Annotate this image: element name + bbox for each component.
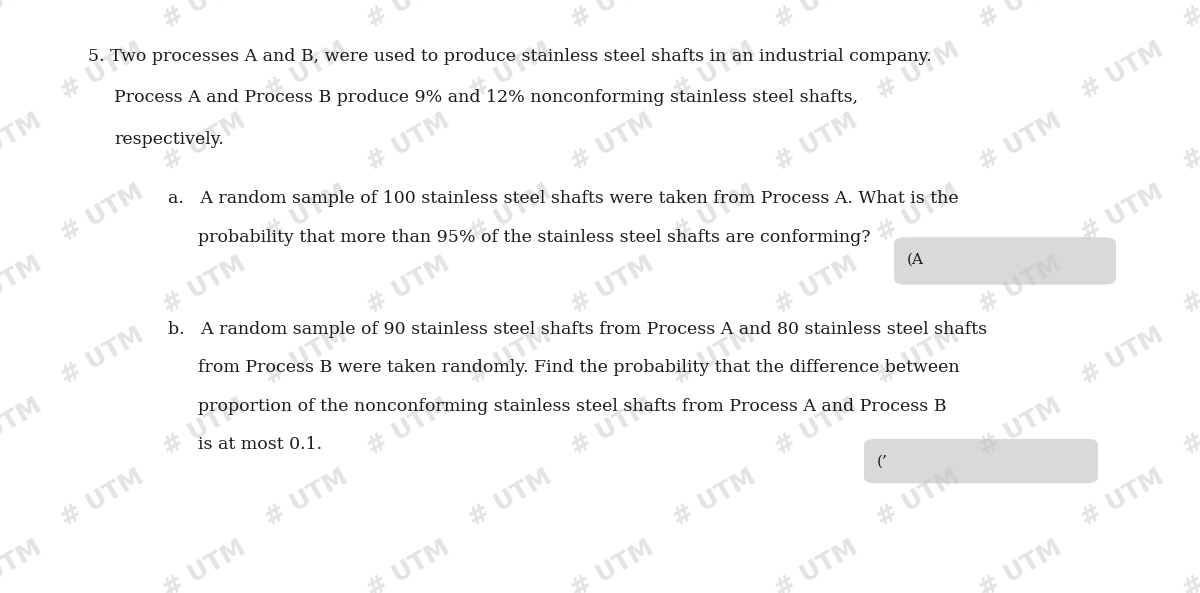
Text: # UTM: # UTM: [0, 0, 46, 33]
FancyBboxPatch shape: [864, 439, 1098, 483]
Text: # UTM: # UTM: [362, 394, 454, 460]
Text: # UTM: # UTM: [974, 109, 1066, 176]
Text: # UTM: # UTM: [260, 465, 352, 531]
Text: # UTM: # UTM: [770, 536, 862, 593]
Text: # UTM: # UTM: [1178, 394, 1200, 460]
Text: # UTM: # UTM: [1076, 323, 1168, 389]
Text: # UTM: # UTM: [1178, 109, 1200, 176]
Text: # UTM: # UTM: [1178, 251, 1200, 318]
Text: # UTM: # UTM: [362, 109, 454, 176]
Text: # UTM: # UTM: [872, 465, 964, 531]
Text: # UTM: # UTM: [668, 38, 760, 104]
Text: 5. Two processes A and B, were used to produce stainless steel shafts in an indu: 5. Two processes A and B, were used to p…: [88, 48, 931, 65]
Text: # UTM: # UTM: [464, 38, 556, 104]
Text: # UTM: # UTM: [0, 251, 46, 318]
Text: # UTM: # UTM: [362, 0, 454, 33]
Text: # UTM: # UTM: [464, 323, 556, 389]
Text: respectively.: respectively.: [114, 131, 224, 148]
Text: # UTM: # UTM: [56, 180, 148, 247]
Text: # UTM: # UTM: [974, 251, 1066, 318]
Text: # UTM: # UTM: [260, 180, 352, 247]
Text: # UTM: # UTM: [158, 251, 250, 318]
Text: # UTM: # UTM: [566, 251, 658, 318]
Text: # UTM: # UTM: [872, 323, 964, 389]
Text: # UTM: # UTM: [464, 180, 556, 247]
Text: from Process B were taken randomly. Find the probability that the difference bet: from Process B were taken randomly. Find…: [198, 359, 960, 376]
Text: # UTM: # UTM: [566, 394, 658, 460]
Text: # UTM: # UTM: [668, 180, 760, 247]
Text: (A: (A: [907, 253, 924, 267]
Text: b.   A random sample of 90 stainless steel shafts from Process A and 80 stainles: b. A random sample of 90 stainless steel…: [168, 321, 988, 337]
Text: # UTM: # UTM: [158, 109, 250, 176]
Text: # UTM: # UTM: [1178, 536, 1200, 593]
Text: is at most 0.1.: is at most 0.1.: [198, 436, 322, 453]
Text: # UTM: # UTM: [770, 251, 862, 318]
Text: # UTM: # UTM: [668, 323, 760, 389]
Text: # UTM: # UTM: [974, 394, 1066, 460]
Text: a.   A random sample of 100 stainless steel shafts were taken from Process A. Wh: a. A random sample of 100 stainless stee…: [168, 190, 959, 207]
Text: # UTM: # UTM: [1178, 0, 1200, 33]
Text: (’: (’: [877, 454, 888, 468]
Text: # UTM: # UTM: [770, 394, 862, 460]
Text: # UTM: # UTM: [158, 394, 250, 460]
Text: # UTM: # UTM: [770, 0, 862, 33]
Text: # UTM: # UTM: [0, 109, 46, 176]
Text: # UTM: # UTM: [0, 536, 46, 593]
Text: # UTM: # UTM: [260, 323, 352, 389]
Text: # UTM: # UTM: [566, 536, 658, 593]
Text: # UTM: # UTM: [872, 180, 964, 247]
Text: # UTM: # UTM: [56, 465, 148, 531]
Text: # UTM: # UTM: [770, 109, 862, 176]
Text: # UTM: # UTM: [1076, 38, 1168, 104]
Text: probability that more than 95% of the stainless steel shafts are conforming?: probability that more than 95% of the st…: [198, 229, 870, 246]
Text: Process A and Process B produce 9% and 12% nonconforming stainless steel shafts,: Process A and Process B produce 9% and 1…: [114, 90, 858, 106]
Text: # UTM: # UTM: [158, 536, 250, 593]
Text: # UTM: # UTM: [668, 465, 760, 531]
Text: # UTM: # UTM: [158, 0, 250, 33]
Text: # UTM: # UTM: [974, 536, 1066, 593]
Text: # UTM: # UTM: [362, 536, 454, 593]
Text: # UTM: # UTM: [1076, 465, 1168, 531]
Text: # UTM: # UTM: [56, 38, 148, 104]
Text: # UTM: # UTM: [464, 465, 556, 531]
Text: # UTM: # UTM: [566, 109, 658, 176]
Text: # UTM: # UTM: [260, 38, 352, 104]
Text: # UTM: # UTM: [56, 323, 148, 389]
Text: # UTM: # UTM: [1076, 180, 1168, 247]
Text: proportion of the nonconforming stainless steel shafts from Process A and Proces: proportion of the nonconforming stainles…: [198, 398, 947, 415]
FancyBboxPatch shape: [894, 237, 1116, 285]
Text: # UTM: # UTM: [0, 394, 46, 460]
Text: # UTM: # UTM: [974, 0, 1066, 33]
Text: # UTM: # UTM: [872, 38, 964, 104]
Text: # UTM: # UTM: [566, 0, 658, 33]
Text: # UTM: # UTM: [362, 251, 454, 318]
